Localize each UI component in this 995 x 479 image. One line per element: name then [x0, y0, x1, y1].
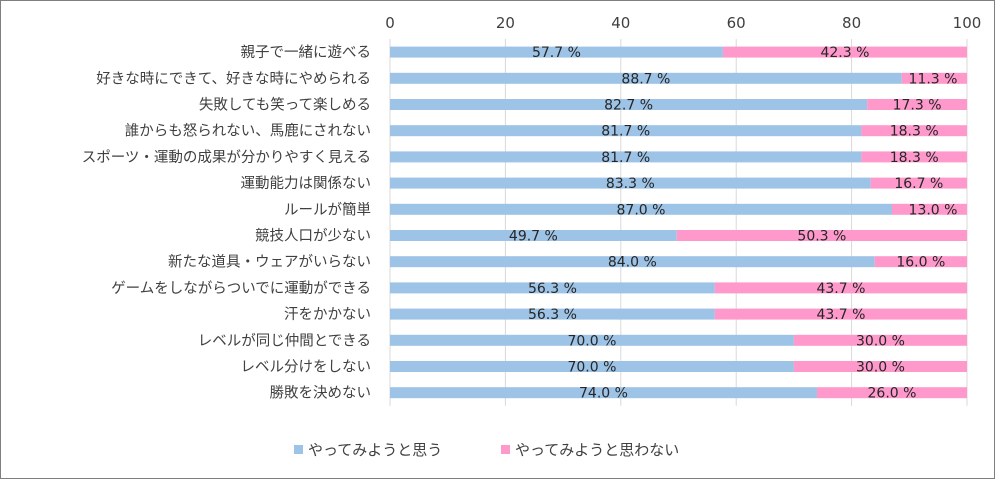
legend-swatch-yes	[294, 445, 303, 454]
bar-segment-yes	[390, 99, 868, 110]
bar-segment-yes	[390, 256, 875, 268]
bar-segment-no	[867, 99, 967, 110]
data-label-yes: 70.0 %	[567, 360, 616, 376]
bar-segment-no	[793, 361, 967, 372]
data-label-yes: 56.3 %	[528, 281, 577, 297]
data-label-yes: 82.7 %	[604, 98, 653, 114]
legend-label-yes: やってみようと思う	[308, 441, 442, 459]
bar-segment-no	[722, 46, 967, 58]
data-label-yes: 88.7 %	[621, 71, 670, 87]
bar-segment-no	[861, 125, 967, 137]
bar-segment-yes	[390, 125, 862, 137]
bar-segment-yes	[390, 308, 715, 320]
data-label-no: 17.3 %	[893, 98, 942, 114]
data-label-no: 16.7 %	[894, 176, 943, 192]
category-label: ルールが簡単	[284, 201, 371, 218]
bar-segment-no	[870, 177, 967, 189]
bar-segment-no	[874, 256, 967, 268]
bar-segment-no	[793, 334, 967, 346]
bar-segment-yes	[390, 72, 902, 84]
category-label: 好きな時にできて、好きな時にやめられる	[96, 70, 371, 87]
bar-segment-no	[891, 203, 967, 215]
bar-segment-no	[901, 72, 967, 84]
data-label-no: 18.3 %	[890, 124, 939, 140]
category-label: 運動能力は関係ない	[241, 175, 372, 192]
bar-segment-yes	[390, 203, 892, 215]
category-label: 誰からも怒られない、馬鹿にされない	[125, 123, 371, 140]
category-label: 失敗しても笑って楽しめる	[199, 97, 371, 114]
x-tick-label: 60	[727, 14, 746, 32]
data-label-no: 26.0 %	[868, 386, 917, 402]
data-label-yes: 70.0 %	[567, 333, 616, 349]
bar-segment-yes	[390, 334, 794, 346]
data-label-yes: 84.0 %	[608, 255, 657, 271]
category-label: ゲームをしながらついでに運動ができる	[111, 280, 371, 297]
data-label-no: 16.0 %	[896, 255, 945, 271]
data-label-no: 43.7 %	[816, 281, 865, 297]
bar-segment-no	[714, 282, 967, 294]
data-label-no: 30.0 %	[856, 360, 905, 376]
legend-swatch-no	[501, 445, 510, 454]
data-label-yes: 49.7 %	[509, 229, 558, 245]
bar-segment-yes	[390, 230, 677, 241]
legend-label-no: やってみようと思わない	[515, 441, 679, 459]
data-label-yes: 83.3 %	[606, 176, 655, 192]
bar-segment-yes	[390, 151, 862, 163]
bar-segment-no	[676, 230, 967, 241]
data-label-yes: 56.3 %	[528, 307, 577, 323]
bar-segment-no	[714, 308, 967, 320]
bar-segment-no	[861, 151, 967, 163]
category-label: 親子で一緒に遊べる	[241, 44, 372, 61]
data-label-yes: 87.0 %	[617, 202, 666, 218]
data-label-yes: 74.0 %	[579, 386, 628, 402]
x-tick-label: 100	[953, 14, 982, 32]
bar-segment-yes	[390, 387, 817, 399]
data-label-no: 42.3 %	[820, 45, 869, 61]
bar-segment-yes	[390, 46, 723, 58]
data-label-no: 50.3 %	[797, 229, 846, 245]
data-label-no: 30.0 %	[856, 333, 905, 349]
data-label-yes: 81.7 %	[601, 150, 650, 166]
data-label-no: 18.3 %	[890, 150, 939, 166]
data-label-no: 13.0 %	[909, 202, 958, 218]
bar-segment-yes	[390, 361, 794, 372]
category-label: スポーツ・運動の成果が分かりやすく見える	[82, 149, 371, 166]
category-label: 汗をかかない	[284, 306, 371, 323]
x-tick-label: 20	[496, 14, 515, 32]
data-label-yes: 81.7 %	[601, 124, 650, 140]
category-label: 新たな道具・ウェアがいらない	[168, 254, 371, 271]
data-label-no: 43.7 %	[816, 307, 865, 323]
bar-segment-yes	[390, 177, 871, 189]
data-label-yes: 57.7 %	[532, 45, 581, 61]
category-label: レベル分けをしない	[241, 359, 372, 376]
bar-segment-no	[816, 387, 967, 399]
bar-segment-yes	[390, 282, 715, 294]
x-tick-label: 0	[385, 14, 395, 32]
x-tick-label: 80	[842, 14, 861, 32]
category-label: 勝敗を決めない	[270, 385, 372, 402]
x-tick-label: 40	[611, 14, 630, 32]
data-label-no: 11.3 %	[909, 71, 958, 87]
category-label: 競技人口が少ない	[255, 228, 371, 245]
category-label: レベルが同じ仲間とできる	[198, 332, 371, 349]
